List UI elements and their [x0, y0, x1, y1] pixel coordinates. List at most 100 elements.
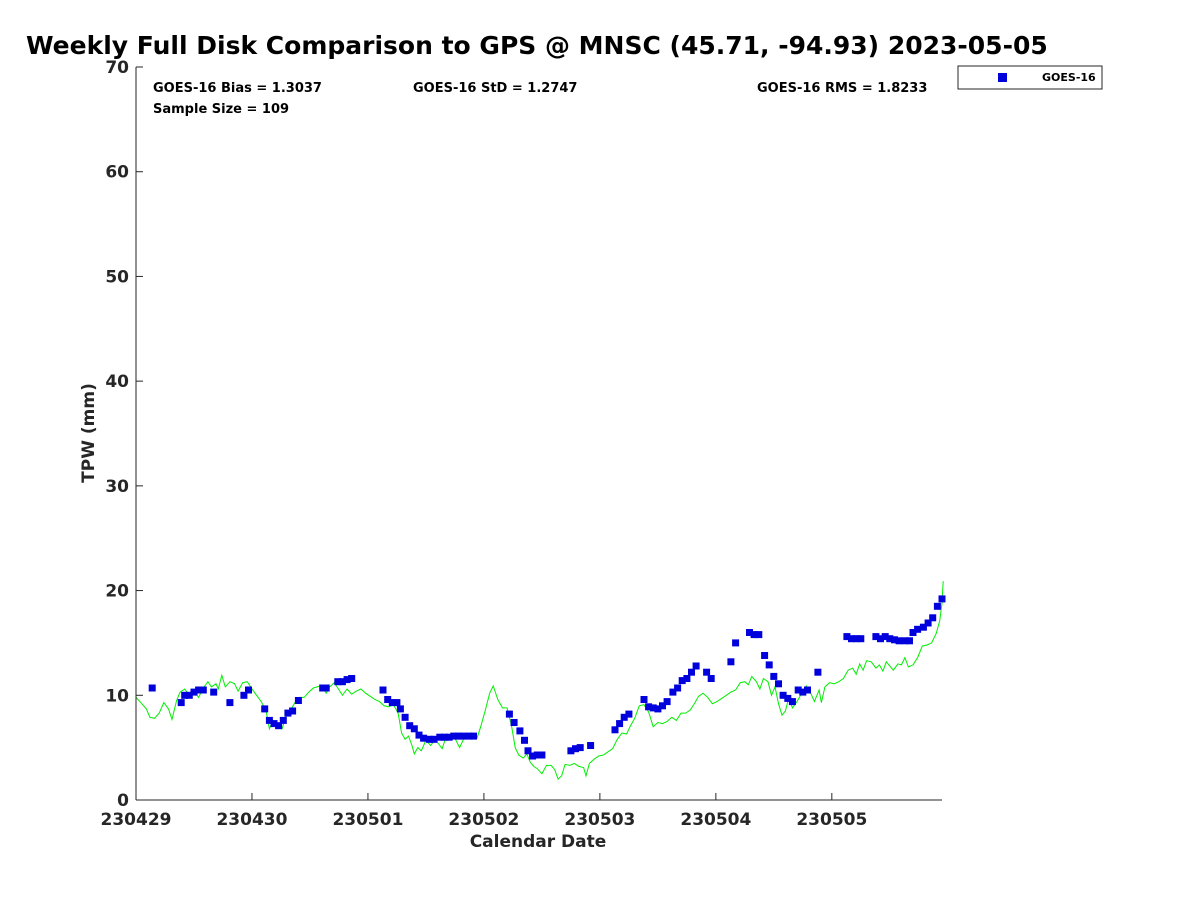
x-tick-label: 230501 — [332, 810, 403, 830]
goes-16-point — [933, 602, 941, 610]
goes-16-point — [284, 709, 292, 717]
goes-16-point — [348, 675, 356, 682]
goes-16-point — [379, 686, 387, 694]
goes-16-point — [814, 668, 822, 676]
goes-16-point — [148, 684, 156, 692]
goes-16-point — [775, 680, 782, 688]
goes-16-point — [195, 686, 203, 694]
goes-16-point — [625, 710, 633, 718]
goes-16-point — [688, 668, 695, 676]
y-tick-label: 40 — [105, 372, 129, 392]
y-tick-label: 20 — [105, 582, 129, 602]
goes-16-point — [190, 688, 198, 696]
goes-16-point — [393, 699, 401, 707]
goes-16-point — [891, 636, 898, 644]
goes-16-point — [929, 614, 937, 622]
goes-16-point — [881, 633, 889, 641]
goes-16-point — [538, 751, 546, 759]
goes-16-point — [645, 703, 653, 711]
goes-16-point — [410, 725, 418, 733]
y-tick-label: 10 — [105, 686, 129, 706]
y-tick-label: 30 — [105, 477, 129, 497]
chart-title: Weekly Full Disk Comparison to GPS @ MNS… — [26, 31, 1048, 60]
legend-box — [957, 65, 1103, 90]
goes-16-point — [425, 735, 433, 743]
goes-16-point — [886, 635, 894, 643]
goes-16-point — [294, 697, 302, 704]
y-axis-label: TPW (mm) — [79, 383, 99, 483]
goes-16-point — [516, 727, 524, 735]
x-axis-label: Calendar Date — [470, 832, 607, 852]
y-axis: 0 10 20 30 40 50 60 70 — [105, 58, 143, 811]
goes-16-point — [430, 735, 438, 743]
goes-16-point — [401, 713, 409, 721]
legend-marker-goes-16 — [998, 73, 1007, 82]
goes-16-point — [210, 688, 218, 696]
goes-16-point — [436, 733, 444, 741]
goes-16-point — [924, 619, 932, 627]
goes-16-point — [270, 720, 278, 728]
goes-16-point — [852, 635, 860, 643]
goes-16-point — [616, 720, 624, 728]
goes-16-point — [755, 631, 763, 639]
goes-16-point — [265, 716, 273, 724]
goes-16-point — [181, 691, 189, 699]
goes-16-point — [640, 696, 648, 703]
goes-16-point — [678, 677, 686, 685]
goes-16-point — [788, 698, 796, 706]
goes-16-point — [529, 752, 537, 760]
goes-16-point — [275, 722, 283, 730]
goes-16-point — [226, 699, 234, 707]
goes-16-point — [415, 731, 423, 739]
goes-16-point — [683, 675, 691, 682]
rms-stat: GOES-16 RMS = 1.8233 — [757, 81, 927, 96]
goes-16-point — [799, 688, 807, 696]
goes-16-point — [322, 684, 330, 692]
goes-16-point — [177, 699, 185, 707]
goes-16-point — [895, 637, 903, 645]
goes-16-point — [384, 696, 392, 703]
bias-stat: GOES-16 Bias = 1.3037 — [153, 81, 322, 96]
goes-16-point — [857, 635, 865, 643]
goes-16-point — [779, 691, 787, 699]
goes-16-point — [906, 637, 913, 645]
goes-16-point — [388, 699, 396, 707]
x-tick-label: 230502 — [448, 810, 519, 830]
x-tick-label: 230503 — [564, 810, 635, 830]
goes-16-point — [919, 623, 927, 631]
goes-16-point — [521, 736, 528, 744]
goes-16-series — [148, 595, 946, 760]
x-tick-label: 230504 — [680, 810, 751, 830]
x-tick-label: 230429 — [101, 810, 172, 830]
y-tick-label: 70 — [105, 58, 129, 78]
goes-16-point — [707, 675, 715, 682]
goes-16-point — [794, 686, 802, 694]
std-stat: GOES-16 StD = 1.2747 — [413, 81, 577, 96]
goes-16-point — [567, 747, 575, 755]
goes-16-point — [465, 732, 473, 740]
x-axis: 230429 230430 230501 230502 230503 230504 2305… — [101, 793, 867, 830]
goes-16-point — [901, 637, 909, 645]
goes-16-point — [761, 652, 769, 659]
goes-16-point — [938, 595, 946, 603]
goes-16-point — [674, 684, 682, 692]
goes-16-point — [245, 686, 252, 694]
plot-area — [136, 67, 942, 800]
goes-16-point — [334, 678, 342, 686]
goes-16-point — [727, 658, 735, 666]
x-tick-label: 230505 — [796, 810, 867, 830]
goes-16-point — [396, 705, 404, 713]
sample-size-stat: Sample Size = 109 — [153, 102, 289, 117]
goes-16-point — [445, 733, 453, 741]
goes-16-point — [620, 713, 628, 721]
goes-16-point — [338, 678, 346, 686]
goes-16-point — [654, 705, 662, 713]
goes-16-point — [746, 629, 753, 636]
goes-16-point — [279, 716, 287, 724]
goes-16-point — [703, 668, 711, 676]
goes-16-point — [289, 707, 297, 715]
goes-16-point — [649, 704, 657, 712]
goes-16-point — [872, 633, 880, 641]
goes-16-point — [240, 691, 248, 699]
